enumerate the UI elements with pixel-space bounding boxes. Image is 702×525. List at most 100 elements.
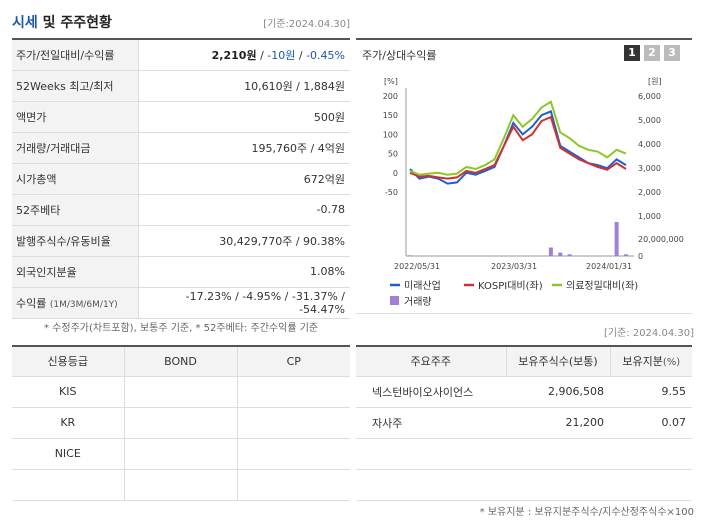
- table-row: [356, 438, 692, 470]
- row-value: -0.78: [138, 194, 350, 226]
- chart-tab-2[interactable]: 2: [644, 45, 660, 61]
- row-label: 시가총액: [12, 163, 139, 195]
- chart-tabs: 1 2 3: [624, 45, 680, 61]
- cell: [236, 469, 350, 501]
- holder-table: 주요주주 보유주식수(보통) 보유지분(%) 넥스턴바이오사이언스 2,906,5…: [356, 345, 692, 501]
- table-row: NICE: [12, 438, 350, 470]
- price-table: 주가/전일대비/수익률 2,210원 / -10원 / -0.45% 52Wee…: [12, 38, 350, 319]
- chart-tab-1[interactable]: 1: [624, 45, 640, 61]
- row-value: 1.08%: [138, 256, 350, 288]
- row-value: 500원: [138, 101, 350, 133]
- price-note: * 수정주가(차트포함), 보통주 기준, * 52주베타: 주간수익률 기준: [44, 323, 319, 334]
- row-label: 52Weeks 최고/최저: [12, 70, 139, 102]
- volume-bar: [624, 254, 628, 256]
- right-tick-label: 6,000: [638, 92, 661, 101]
- legend-label: 거래량: [404, 296, 432, 308]
- holder-pct: [610, 438, 692, 470]
- left-axis-unit: [%]: [384, 77, 398, 86]
- left-tick-label: 150: [383, 111, 398, 120]
- left-tick-label: 200: [383, 92, 398, 101]
- row-label: 발행주식수/유동비율: [12, 225, 139, 257]
- holder-shares: [506, 438, 610, 470]
- volume-bar: [558, 252, 563, 256]
- cell: [123, 376, 237, 408]
- cell: [236, 438, 350, 470]
- cell: [236, 376, 350, 408]
- chart-panel: 주가/상대수익률 1 2 3 [%] [원] 200 150 100 50 0 -50 6,00…: [356, 38, 692, 314]
- volume-bar: [614, 222, 619, 256]
- table-header-row: 주요주주 보유주식수(보통) 보유지분(%): [356, 346, 692, 377]
- base-date-2: [기준: 2024.04.30]: [603, 328, 694, 339]
- holder-pct: [610, 469, 692, 501]
- table-row: KIS: [12, 376, 350, 408]
- holder-pct: 9.55: [610, 376, 692, 408]
- table-row: 자사주 21,200 0.07: [356, 407, 692, 439]
- holder-name: [356, 438, 506, 470]
- credit-table: 신용등급 BOND CP KIS KR NICE: [12, 345, 350, 501]
- holder-pct: 0.07: [610, 407, 692, 439]
- row-value: 195,760주 / 4억원: [138, 132, 350, 164]
- right-tick-label: 5,000: [638, 116, 661, 125]
- col-header: 주요주주: [356, 346, 506, 377]
- holder-name: [356, 469, 506, 501]
- col-header: 신용등급: [12, 346, 124, 377]
- left-tick-label: -50: [385, 188, 398, 197]
- holder-note: * 보유지분 : 보유지분주식수/지수산정주식수×100: [479, 507, 694, 518]
- row-label: 액면가: [12, 101, 139, 133]
- volume-bar: [408, 255, 412, 256]
- row-value: 672억원: [138, 163, 350, 195]
- x-tick-label: 2023/03/31: [491, 262, 537, 271]
- holder-shares: 21,200: [506, 407, 610, 439]
- right-axis-unit: [원]: [648, 77, 662, 86]
- row-label: 외국인지분율: [12, 256, 139, 288]
- table-row: 발행주식수/유동비율 30,429,770주 / 90.38%: [12, 225, 350, 257]
- row-value: -17.23% / -4.95% / -31.37% / -54.47%: [138, 287, 350, 319]
- right-tick-label: 1,000: [638, 212, 661, 221]
- legend-label: 미래산업: [404, 279, 441, 292]
- cell: [12, 469, 124, 501]
- table-row: [356, 469, 692, 501]
- table-row: 시가총액 672억원: [12, 163, 350, 195]
- table-row: 거래량/거래대금 195,760주 / 4억원: [12, 132, 350, 164]
- row-value: 2,210원 / -10원 / -0.45%: [138, 39, 350, 71]
- table-row: 주가/전일대비/수익률 2,210원 / -10원 / -0.45%: [12, 39, 350, 71]
- left-tick-label: 100: [383, 130, 398, 139]
- volume-bar: [567, 254, 572, 256]
- table-row: 수익률 (1M/3M/6M/1Y) -17.23% / -4.95% / -31…: [12, 287, 350, 319]
- table-row: 52주베타 -0.78: [12, 194, 350, 226]
- col-header: 보유지분(%): [609, 346, 692, 377]
- col-header: 보유주식수(보통): [505, 346, 610, 377]
- right-tick-label: 2,000: [638, 188, 661, 197]
- row-value: 30,429,770주 / 90.38%: [138, 225, 350, 257]
- row-label: 거래량/거래대금: [12, 132, 139, 164]
- table-header-row: 신용등급 BOND CP: [12, 346, 350, 377]
- chart-tab-3[interactable]: 3: [664, 45, 680, 61]
- holder-name: 자사주: [356, 407, 506, 439]
- row-label: 수익률 (1M/3M/6M/1Y): [12, 287, 139, 319]
- row-value: 10,610원 / 1,884원: [138, 70, 350, 102]
- legend-label: KOSPI대비(좌): [478, 280, 543, 292]
- volume-tick-label: 0: [638, 252, 643, 261]
- holder-name: 넥스턴바이오사이언스: [356, 376, 506, 408]
- page-title: 시세 및 주주현황: [12, 15, 112, 31]
- cell: [123, 407, 237, 439]
- left-tick-label: 50: [388, 150, 398, 159]
- col-header: CP: [236, 346, 350, 377]
- cell: [123, 469, 237, 501]
- chart-title: 주가/상대수익률: [362, 49, 437, 62]
- table-row: 외국인지분율 1.08%: [12, 256, 350, 288]
- cell: [123, 438, 237, 470]
- row-label: 52주베타: [12, 194, 139, 226]
- volume-bar: [548, 247, 553, 256]
- cell: NICE: [12, 438, 124, 470]
- table-row: 액면가 500원: [12, 101, 350, 133]
- chart-svg: [%] [원] 200 150 100 50 0 -50 6,000 5,000 4,000 3,00…: [383, 77, 684, 308]
- section-header: 시세 및 주주현황 [기준:2024.04.30]: [12, 6, 350, 34]
- cell: [236, 407, 350, 439]
- holder-shares: [506, 469, 610, 501]
- table-row: 넥스턴바이오사이언스 2,906,508 9.55: [356, 376, 692, 408]
- right-tick-label: 3,000: [638, 164, 661, 173]
- table-row: KR: [12, 407, 350, 439]
- row-label: 주가/전일대비/수익률: [12, 39, 139, 71]
- base-date: [기준:2024.04.30]: [263, 19, 350, 30]
